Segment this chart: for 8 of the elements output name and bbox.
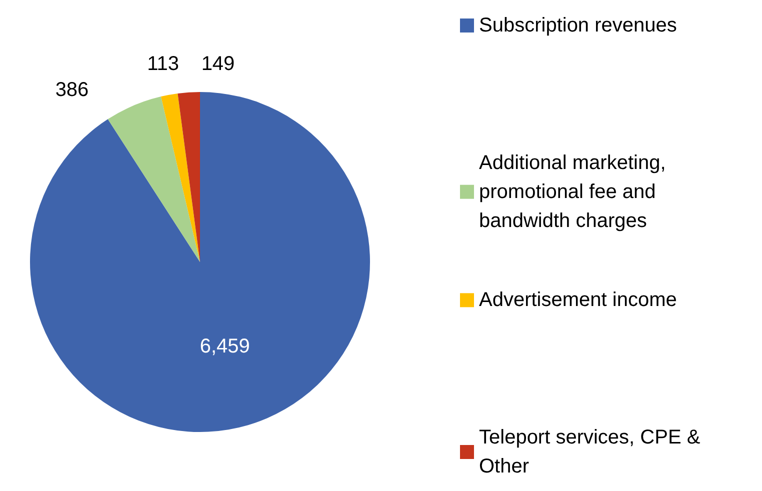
legend-label: Teleport services, CPE & Other bbox=[479, 426, 706, 478]
data-label: 113 bbox=[147, 53, 179, 75]
data-label: 386 bbox=[55, 79, 89, 101]
data-label: 6,459 bbox=[200, 335, 250, 358]
legend-label: Advertisement income bbox=[479, 289, 677, 312]
data-label: 149 bbox=[201, 53, 235, 75]
legend-label: Additional marketing, promotional fee and bandwidth charges bbox=[479, 152, 672, 232]
legend-label: Subscription revenues bbox=[479, 14, 677, 36]
